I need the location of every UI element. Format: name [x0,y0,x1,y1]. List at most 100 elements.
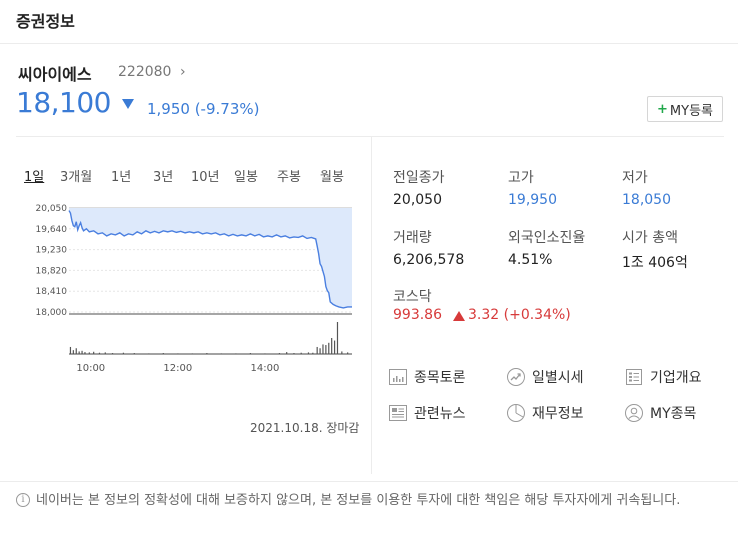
volume-bar [316,346,318,354]
volume-bar [88,352,90,354]
volume-bar [249,353,252,354]
volume-bar [206,353,208,354]
stock-code[interactable]: 222080 [118,64,172,80]
tab-10y[interactable]: 10년 [191,170,220,185]
stat-label: 시가 총액 [622,230,678,246]
stat-value: 6,206,578 [393,252,465,268]
y-tick-label: 18,820 [36,266,68,276]
link-label: MY종목 [650,406,697,422]
volume-bar [98,352,101,354]
pie-chart-icon [506,403,526,423]
current-price: 18,100 [16,86,111,119]
volume-bar [122,352,125,354]
footer [0,481,738,542]
close-timestamp: 2021.10.18. 장마감 [250,421,360,435]
volume-bar [220,353,222,354]
daily-price-link[interactable]: 일별시세 [506,367,584,387]
x-tick-label: 12:00 [163,363,192,374]
volume-bar [133,353,135,354]
kosdaq-value: 993.86 [393,307,442,323]
stat-label: 전일종가 [393,170,445,186]
stat-volume: 거래량 6,206,578 [393,227,464,268]
volume-bar [75,348,77,354]
document-list-icon [624,367,644,387]
y-tick-label: 18,000 [36,308,68,318]
volume-bar [191,353,193,354]
stat-prev-close: 전일종가 20,050 [393,167,445,208]
kosdaq-label[interactable]: 코스닥 [393,289,432,305]
related-news-link[interactable]: 관련뉴스 [388,403,466,423]
price-change: 1,950 (-9.73%) [147,100,260,118]
volume-bar [162,353,164,354]
volume-bar [84,352,86,354]
volume-bar [347,352,349,354]
volume-bar [341,351,343,354]
my-register-button[interactable]: + MY등록 [647,96,723,122]
financial-info-link[interactable]: 재무정보 [506,403,584,423]
kosdaq-change: 3.32 (+0.34%) [468,307,571,323]
volume-bar [104,352,106,354]
stat-label: 저가 [622,170,648,186]
stat-value: 1조 406억 [622,255,688,271]
stock-discussion-link[interactable]: 종목토론 [388,367,466,387]
volume-bar [78,351,80,354]
page-title: 증권정보 [16,12,75,31]
stat-label: 거래량 [393,230,432,246]
info-icon: i [16,493,30,507]
divider-vertical [371,136,372,474]
stat-high: 고가 19,950 [508,167,557,208]
intraday-price-chart: 20,050 19,640 19,230 18,820 18,410 18,000 10:0… [36,204,352,374]
volume-bar [93,351,95,354]
stat-low: 저가 18,050 [622,167,671,208]
volume-bar [319,348,321,354]
divider [16,136,724,137]
stat-market-cap: 시가 총액 1조 406억 [622,227,688,272]
link-label: 종목토론 [414,370,466,386]
volume-bar [235,353,237,354]
disclaimer-text: 네이버는 본 정보의 정확성에 대해 보증하지 않으며, 본 정보를 이용한 투… [36,493,681,508]
my-stocks-link[interactable]: MY종목 [624,403,696,423]
volume-bar [300,352,302,354]
stat-value: 20,050 [393,192,442,208]
volume-bar [336,322,339,354]
stock-name[interactable]: 씨아이에스 [18,65,92,84]
tab-monthly-candle[interactable]: 월봉 [320,170,344,185]
stat-foreign-ownership: 외국인소진율 4.51% [508,227,585,268]
volume-bar [177,353,179,354]
link-label: 일별시세 [532,370,584,386]
tab-3y[interactable]: 3년 [153,170,174,185]
volume-bar [286,352,288,354]
tab-daily-candle[interactable]: 일봉 [234,170,258,185]
x-tick-label: 10:00 [76,363,105,374]
stat-label: 고가 [508,170,534,186]
volume-bar [72,350,74,354]
y-tick-label: 18,410 [36,287,68,297]
newspaper-icon [388,403,408,423]
volume-bar [333,340,336,354]
y-tick-label: 19,230 [36,246,68,256]
stat-value: 4.51% [508,252,553,268]
plus-icon: + [657,101,668,117]
y-tick-label: 20,050 [36,204,68,214]
volume-bar [81,350,83,354]
volume-bar [148,353,150,354]
stat-value: 19,950 [508,192,557,208]
company-overview-link[interactable]: 기업개요 [624,367,702,387]
volume-bar [307,352,310,354]
link-label: 재무정보 [532,406,584,422]
up-triangle-icon [453,311,465,321]
link-label: 관련뉴스 [414,406,466,422]
x-tick-label: 14:00 [251,363,280,374]
tab-1d[interactable]: 1일 [24,170,45,185]
stat-value: 18,050 [622,192,671,208]
price-line [68,210,352,309]
trend-chart-icon [506,367,526,387]
tab-1y[interactable]: 1년 [111,170,132,185]
volume-bar [69,346,72,354]
volume-bar [322,344,324,354]
volume-bar [328,342,330,354]
chevron-right-icon[interactable]: › [180,64,186,80]
tab-3m[interactable]: 3개월 [60,170,93,185]
tab-weekly-candle[interactable]: 주봉 [277,170,301,185]
volume-bar [264,353,266,354]
